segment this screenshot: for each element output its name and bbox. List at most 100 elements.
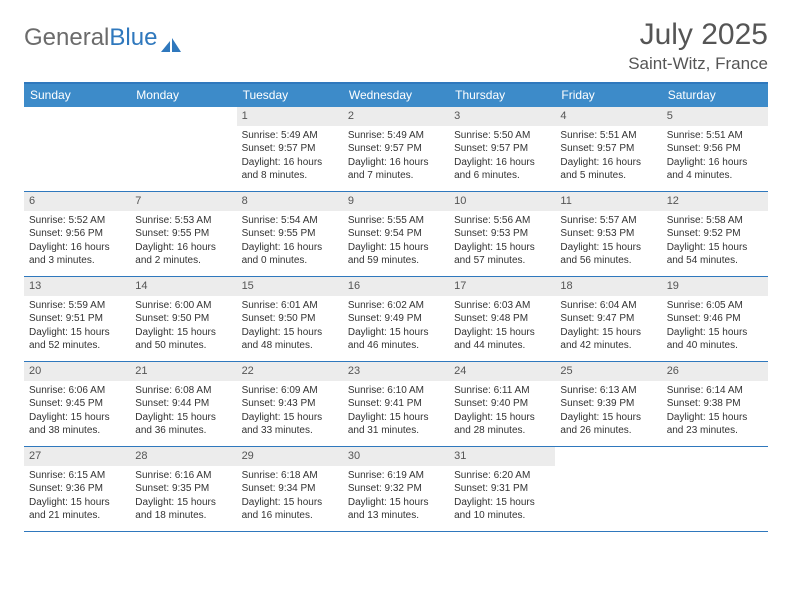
sunset-text: Sunset: 9:40 PM: [454, 397, 550, 411]
day-cell: 27Sunrise: 6:15 AMSunset: 9:36 PMDayligh…: [24, 447, 130, 531]
sunset-text: Sunset: 9:51 PM: [29, 312, 125, 326]
day-cell: 29Sunrise: 6:18 AMSunset: 9:34 PMDayligh…: [237, 447, 343, 531]
week-row: 20Sunrise: 6:06 AMSunset: 9:45 PMDayligh…: [24, 362, 768, 447]
sunrise-text: Sunrise: 6:02 AM: [348, 299, 444, 313]
sunrise-text: Sunrise: 5:59 AM: [29, 299, 125, 313]
day-body: Sunrise: 6:00 AMSunset: 9:50 PMDaylight:…: [130, 296, 236, 357]
day-body: Sunrise: 5:51 AMSunset: 9:57 PMDaylight:…: [555, 126, 661, 187]
sunset-text: Sunset: 9:55 PM: [242, 227, 338, 241]
weekday-header-cell: Thursday: [449, 84, 555, 107]
day-cell: 23 Sunrise: 6:10 AMSunset: 9:41 PMDayligh…: [343, 362, 449, 446]
day-number: 1: [237, 107, 343, 126]
day-number: [130, 107, 236, 126]
day-cell: 22Sunrise: 6:09 AMSunset: 9:43 PMDayligh…: [237, 362, 343, 446]
day-cell: [555, 447, 661, 531]
sunrise-text: Sunrise: 5:54 AM: [242, 214, 338, 228]
week-row: 27Sunrise: 6:15 AMSunset: 9:36 PMDayligh…: [24, 447, 768, 532]
sunrise-text: Sunrise: 6:10 AM: [348, 384, 444, 398]
sunset-text: Sunset: 9:57 PM: [560, 142, 656, 156]
day-cell: 7Sunrise: 5:53 AMSunset: 9:55 PMDaylight…: [130, 192, 236, 276]
day-number: 14: [130, 277, 236, 296]
day-number: 27: [24, 447, 130, 466]
sunset-text: Sunset: 9:47 PM: [560, 312, 656, 326]
sunset-text: Sunset: 9:34 PM: [242, 482, 338, 496]
sunset-text: Sunset: 9:55 PM: [135, 227, 231, 241]
day-cell: 4Sunrise: 5:51 AMSunset: 9:57 PMDaylight…: [555, 107, 661, 191]
daylight-text: Daylight: 15 hours and 52 minutes.: [29, 326, 125, 353]
day-body: Sunrise: 6:11 AMSunset: 9:40 PMDaylight:…: [449, 381, 555, 442]
daylight-text: Daylight: 16 hours and 3 minutes.: [29, 241, 125, 268]
weeks-container: 1Sunrise: 5:49 AMSunset: 9:57 PMDaylight…: [24, 107, 768, 532]
weekday-header-cell: Wednesday: [343, 84, 449, 107]
day-cell: [130, 107, 236, 191]
day-body: Sunrise: 6:04 AMSunset: 9:47 PMDaylight:…: [555, 296, 661, 357]
day-body: Sunrise: 5:51 AMSunset: 9:56 PMDaylight:…: [662, 126, 768, 187]
day-cell: 17Sunrise: 6:03 AMSunset: 9:48 PMDayligh…: [449, 277, 555, 361]
day-number: 29: [237, 447, 343, 466]
day-number: 3: [449, 107, 555, 126]
day-body: Sunrise: 5:57 AMSunset: 9:53 PMDaylight:…: [555, 211, 661, 272]
day-number: 5: [662, 107, 768, 126]
logo-text-blue: Blue: [109, 24, 157, 52]
week-row: 6Sunrise: 5:52 AMSunset: 9:56 PMDaylight…: [24, 192, 768, 277]
sunrise-text: Sunrise: 6:15 AM: [29, 469, 125, 483]
day-number: [662, 447, 768, 466]
daylight-text: Daylight: 15 hours and 16 minutes.: [242, 496, 338, 523]
day-body: Sunrise: 6:06 AMSunset: 9:45 PMDaylight:…: [24, 381, 130, 442]
day-body: Sunrise: 6:16 AMSunset: 9:35 PMDaylight:…: [130, 466, 236, 527]
day-number: 12: [662, 192, 768, 211]
weekday-header-row: SundayMondayTuesdayWednesdayThursdayFrid…: [24, 84, 768, 107]
day-body: Sunrise: 6:18 AMSunset: 9:34 PMDaylight:…: [237, 466, 343, 527]
daylight-text: Daylight: 15 hours and 13 minutes.: [348, 496, 444, 523]
day-number: [555, 447, 661, 466]
daylight-text: Daylight: 15 hours and 38 minutes.: [29, 411, 125, 438]
day-body: Sunrise: 5:49 AMSunset: 9:57 PMDaylight:…: [237, 126, 343, 187]
day-number: 15: [237, 277, 343, 296]
sunset-text: Sunset: 9:56 PM: [29, 227, 125, 241]
daylight-text: Daylight: 16 hours and 8 minutes.: [242, 156, 338, 183]
day-cell: 15Sunrise: 6:01 AMSunset: 9:50 PMDayligh…: [237, 277, 343, 361]
day-cell: 31Sunrise: 6:20 AMSunset: 9:31 PMDayligh…: [449, 447, 555, 531]
day-body: Sunrise: 5:52 AMSunset: 9:56 PMDaylight:…: [24, 211, 130, 272]
day-body: Sunrise: 6:20 AMSunset: 9:31 PMDaylight:…: [449, 466, 555, 527]
day-cell: 14Sunrise: 6:00 AMSunset: 9:50 PMDayligh…: [130, 277, 236, 361]
day-number: 23: [343, 362, 449, 381]
day-number: 13: [24, 277, 130, 296]
day-number: 4: [555, 107, 661, 126]
sunset-text: Sunset: 9:49 PM: [348, 312, 444, 326]
sunset-text: Sunset: 9:32 PM: [348, 482, 444, 496]
daylight-text: Daylight: 15 hours and 28 minutes.: [454, 411, 550, 438]
sunset-text: Sunset: 9:41 PM: [348, 397, 444, 411]
sunrise-text: Sunrise: 5:51 AM: [560, 129, 656, 143]
daylight-text: Daylight: 15 hours and 54 minutes.: [667, 241, 763, 268]
sunrise-text: Sunrise: 6:05 AM: [667, 299, 763, 313]
day-number: 10: [449, 192, 555, 211]
sunrise-text: Sunrise: 5:57 AM: [560, 214, 656, 228]
sunrise-text: Sunrise: 6:16 AM: [135, 469, 231, 483]
day-body: Sunrise: 6:13 AMSunset: 9:39 PMDaylight:…: [555, 381, 661, 442]
sunset-text: Sunset: 9:57 PM: [348, 142, 444, 156]
calendar-page: GeneralBlue July 2025 Saint-Witz, France…: [0, 0, 792, 532]
day-body: Sunrise: 6:05 AMSunset: 9:46 PMDaylight:…: [662, 296, 768, 357]
daylight-text: Daylight: 15 hours and 31 minutes.: [348, 411, 444, 438]
day-cell: 21Sunrise: 6:08 AMSunset: 9:44 PMDayligh…: [130, 362, 236, 446]
day-cell: 12Sunrise: 5:58 AMSunset: 9:52 PMDayligh…: [662, 192, 768, 276]
logo: GeneralBlue: [24, 18, 181, 52]
sunset-text: Sunset: 9:50 PM: [135, 312, 231, 326]
daylight-text: Daylight: 15 hours and 50 minutes.: [135, 326, 231, 353]
sunrise-text: Sunrise: 5:56 AM: [454, 214, 550, 228]
sunrise-text: Sunrise: 5:49 AM: [242, 129, 338, 143]
title-location: Saint-Witz, France: [628, 54, 768, 74]
sunrise-text: Sunrise: 5:50 AM: [454, 129, 550, 143]
daylight-text: Daylight: 15 hours and 18 minutes.: [135, 496, 231, 523]
sunrise-text: Sunrise: 5:53 AM: [135, 214, 231, 228]
daylight-text: Daylight: 15 hours and 21 minutes.: [29, 496, 125, 523]
sunset-text: Sunset: 9:46 PM: [667, 312, 763, 326]
day-number: 2: [343, 107, 449, 126]
sunset-text: Sunset: 9:56 PM: [667, 142, 763, 156]
day-body: Sunrise: 5:56 AMSunset: 9:53 PMDaylight:…: [449, 211, 555, 272]
day-cell: [662, 447, 768, 531]
sunrise-text: Sunrise: 6:06 AM: [29, 384, 125, 398]
sunrise-text: Sunrise: 6:00 AM: [135, 299, 231, 313]
sunset-text: Sunset: 9:53 PM: [454, 227, 550, 241]
